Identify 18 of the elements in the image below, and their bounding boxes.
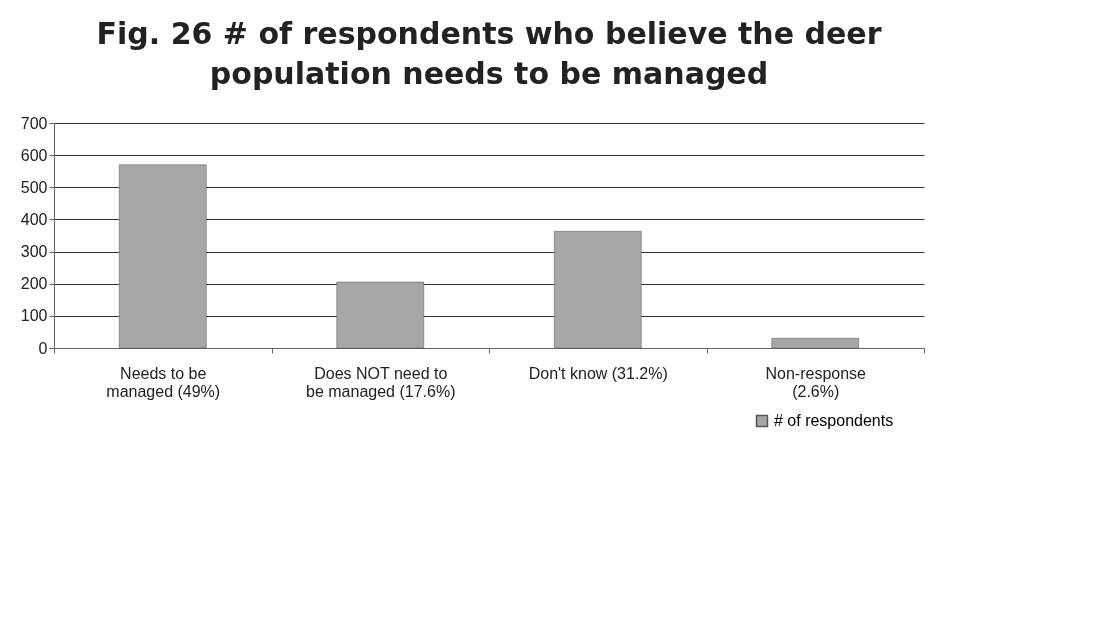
y-tick-label: 100 bbox=[20, 307, 48, 325]
x-tick-label: Non-response (2.6%) bbox=[765, 364, 867, 400]
y-tick-label: 300 bbox=[20, 243, 48, 261]
bar bbox=[554, 231, 642, 349]
y-tick-label: 400 bbox=[20, 210, 48, 228]
y-tick-label: 0 bbox=[38, 339, 48, 357]
y-tick-label: 600 bbox=[20, 146, 48, 164]
y-tick-label: 700 bbox=[20, 114, 48, 132]
chart-title: Fig. 26 # of respondents who believe the deer population needs to be managed bbox=[96, 16, 882, 91]
x-tick-label: Needs to be managed (49%) bbox=[106, 364, 221, 400]
x-tick-label: Don't know (31.2%) bbox=[528, 364, 668, 382]
bar bbox=[119, 164, 207, 349]
x-tick-label: Does NOT need to be managed (17.6%) bbox=[306, 364, 456, 400]
bar bbox=[336, 281, 424, 349]
y-tick-label: 200 bbox=[20, 275, 48, 293]
bar bbox=[771, 338, 859, 349]
legend-label: # of respondents bbox=[774, 412, 894, 429]
y-tick-label: 500 bbox=[20, 178, 48, 196]
